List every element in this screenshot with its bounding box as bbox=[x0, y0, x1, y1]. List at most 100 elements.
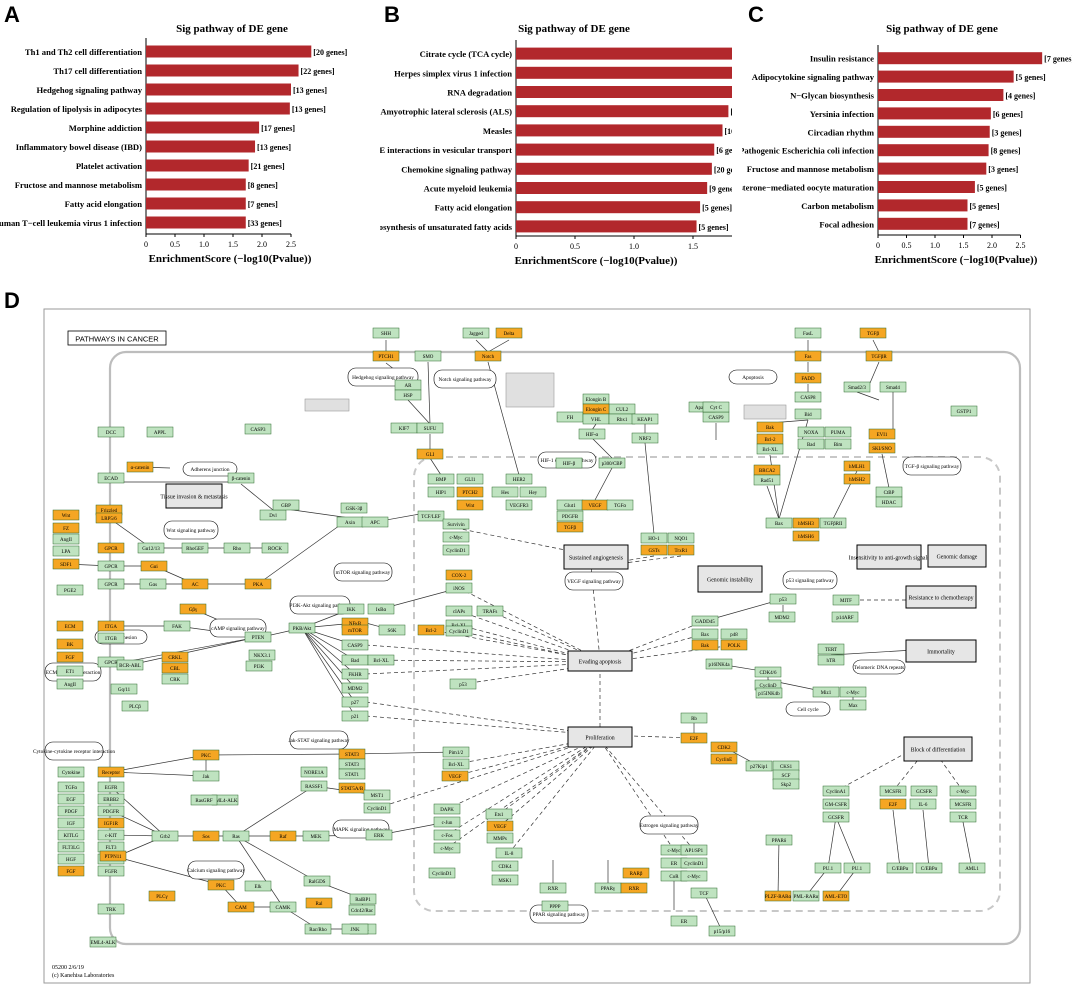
gene-box bbox=[949, 811, 977, 823]
enrichment-chart-c: Sig pathway of DE gene Insulin resistance… bbox=[742, 23, 1072, 266]
kegg-title: PATHWAYS IN CANCER bbox=[75, 335, 159, 344]
pathway-edge bbox=[446, 737, 601, 810]
gene-box bbox=[794, 327, 822, 339]
category-label: Measles bbox=[483, 126, 513, 136]
gene-label: Cyt C bbox=[710, 406, 722, 411]
gene-box bbox=[427, 473, 455, 485]
gene-label: HIF-α bbox=[586, 433, 599, 438]
gene-box bbox=[442, 531, 470, 543]
gene-box bbox=[491, 486, 519, 498]
gene-label: Gq/11 bbox=[118, 688, 131, 693]
gene-box bbox=[491, 860, 519, 872]
gene-label: ERK bbox=[374, 834, 384, 839]
gene-box bbox=[338, 768, 366, 780]
gene-box bbox=[578, 428, 606, 440]
gene-label: AR bbox=[405, 384, 413, 389]
gene-label: MST1 bbox=[371, 794, 384, 799]
gene-label: hMSH6 bbox=[798, 535, 814, 540]
gene-label: CAM bbox=[235, 906, 247, 911]
gene-box bbox=[680, 870, 708, 882]
gene-box bbox=[541, 900, 569, 912]
gene-label: ITGA bbox=[105, 625, 117, 630]
pathway-edge bbox=[240, 483, 274, 511]
gene-box bbox=[640, 532, 668, 544]
gene-label: AML-ETO bbox=[825, 895, 848, 900]
gene-box bbox=[843, 460, 871, 472]
pathway-edge bbox=[365, 644, 601, 663]
gene-label: PTEN bbox=[252, 636, 265, 641]
gene-box bbox=[486, 832, 514, 844]
category-label: N−Glycan biosynthesis bbox=[790, 91, 875, 101]
gene-label: Bcl-2 bbox=[764, 438, 776, 443]
gene-box bbox=[97, 632, 125, 644]
gene-box bbox=[367, 654, 395, 666]
bar bbox=[516, 47, 732, 60]
gene-label: ECM bbox=[65, 625, 76, 630]
pathway-edge bbox=[365, 662, 601, 675]
gene-label: Hey bbox=[529, 491, 538, 496]
bar-gene-count-label: [13 genes] bbox=[293, 86, 327, 95]
gene-label: JNK bbox=[350, 928, 360, 933]
bar-gene-count-label: [6 genes] bbox=[716, 146, 732, 155]
pathway-edge bbox=[508, 739, 601, 854]
subpathway-label: Telomeric DNA repeats bbox=[854, 665, 904, 671]
gene-label: Jak bbox=[203, 775, 210, 780]
bar bbox=[516, 105, 729, 118]
compartment-box bbox=[743, 404, 787, 420]
gene-box bbox=[341, 639, 369, 651]
gene-box bbox=[875, 496, 903, 508]
bar bbox=[878, 125, 990, 138]
gene-box bbox=[754, 666, 782, 678]
gene-box bbox=[667, 544, 695, 556]
gene-box bbox=[341, 923, 369, 935]
gene-box bbox=[764, 890, 792, 902]
category-label: Regulation of lipolysis in adipocytes bbox=[11, 104, 143, 114]
gene-box bbox=[794, 372, 822, 384]
gene-label: ERBB2 bbox=[103, 798, 119, 803]
gene-box bbox=[97, 903, 125, 915]
gene-label: p27 bbox=[351, 701, 359, 706]
gene-box bbox=[97, 829, 125, 841]
gene-box bbox=[244, 578, 272, 590]
bar bbox=[146, 102, 290, 115]
gene-box bbox=[797, 426, 825, 438]
gene-box bbox=[272, 499, 300, 511]
gene-label: CDK4/6 bbox=[760, 671, 777, 676]
gene-box bbox=[691, 615, 719, 627]
gene-label: GSK-3β bbox=[346, 507, 363, 512]
gene-label: NRF2 bbox=[639, 437, 652, 442]
bar-gene-count-label: [3 genes] bbox=[992, 128, 1022, 137]
gene-label: STAT5A/B bbox=[341, 787, 364, 792]
bar bbox=[516, 143, 715, 156]
gene-box bbox=[363, 789, 391, 801]
gene-label: FZ bbox=[63, 527, 69, 532]
gene-label: VEGF bbox=[493, 825, 506, 830]
gene-label: CyclinD1 bbox=[367, 807, 387, 812]
gene-box bbox=[720, 628, 748, 640]
gene-box bbox=[792, 530, 820, 542]
gene-label: c-Myc bbox=[667, 849, 681, 854]
pathway-edge bbox=[454, 737, 601, 777]
gene-label: Bak bbox=[766, 426, 775, 431]
gene-label: MITF bbox=[840, 599, 852, 604]
gene-label: Max bbox=[848, 704, 858, 709]
gene-label: EML4-ALK bbox=[91, 941, 116, 946]
gene-box bbox=[843, 473, 871, 485]
gene-label: MSK1 bbox=[498, 879, 512, 884]
gene-box bbox=[428, 867, 456, 879]
gene-label: RalGDS bbox=[309, 880, 326, 885]
gene-box bbox=[363, 802, 391, 814]
gene-label: Ral bbox=[316, 902, 324, 907]
gene-box bbox=[341, 668, 369, 680]
gene-label: Receptor bbox=[102, 771, 120, 776]
outcome-label: Immortality bbox=[927, 649, 955, 655]
pathway-edge bbox=[703, 892, 723, 932]
gene-label: FLT3 bbox=[106, 846, 117, 851]
gene-label: PML-RARα bbox=[794, 895, 819, 900]
bar bbox=[878, 144, 989, 157]
gene-label: TGFα bbox=[614, 504, 626, 509]
pathway-edge bbox=[129, 636, 259, 666]
bar-gene-count-label: [17 genes] bbox=[261, 124, 295, 133]
subpathway-label: Adherens junction bbox=[191, 467, 230, 473]
gene-label: p15/p16 bbox=[714, 930, 731, 935]
